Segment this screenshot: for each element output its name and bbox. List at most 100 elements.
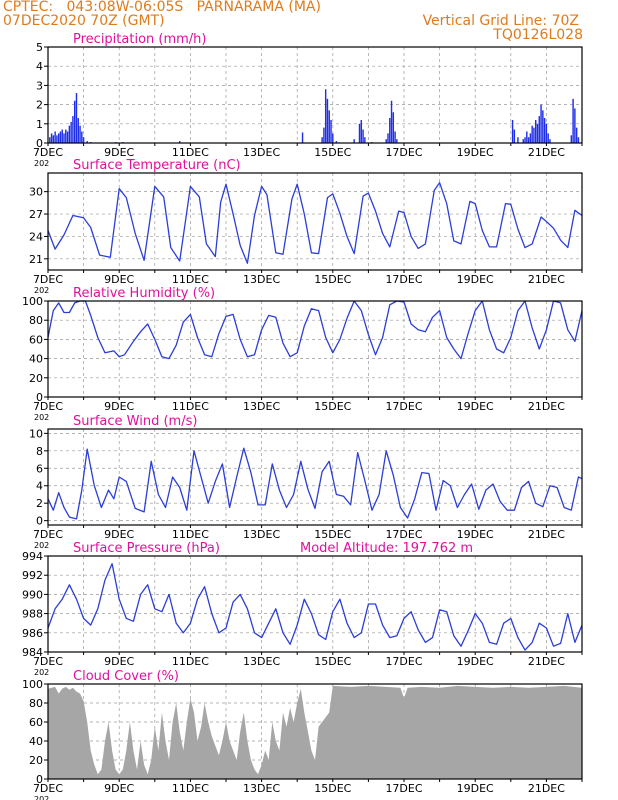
panel-3-ytick-label: 0 — [36, 391, 43, 404]
panel-5-frame — [47, 555, 583, 653]
panel-1-bar — [538, 116, 540, 143]
panel-3-ytick-label: 100 — [22, 295, 43, 308]
panel-5-series-line — [47, 563, 583, 651]
panel-6-xtick-label: 7DEC — [33, 782, 63, 795]
header-model-id: TQ0126L028 — [493, 27, 583, 43]
panel-1-bar — [358, 123, 361, 143]
header-title-line1: CPTEC: 043:08W-06:05S PARNARAMA (MA) — [3, 0, 321, 15]
panel-1-bar — [547, 133, 549, 143]
panel-3-xtick-label: 13DEC — [243, 400, 280, 413]
panel-1-bar — [328, 110, 330, 143]
panel-6-ytick-label: 40 — [29, 735, 43, 748]
panel-5-xtick-label: 21DEC — [528, 655, 565, 668]
panel-1-bar — [387, 133, 389, 143]
panel-4-ytick-label: 0 — [36, 515, 43, 528]
panel-1-title: Precipitation (mm/h) — [73, 32, 206, 47]
panel-6-ytick-label: 20 — [29, 754, 43, 767]
panel-1-bar — [531, 125, 533, 143]
panel-3-ytick-label: 80 — [29, 314, 43, 327]
panel-5-ytick-label: 990 — [22, 588, 43, 601]
panel-1-xtick-label: 17DEC — [385, 146, 422, 159]
panel-6-xtick-label: 21DEC — [528, 782, 565, 795]
panel-1-bar — [570, 135, 573, 143]
panel-1-bar — [70, 121, 72, 143]
panel-1-bar — [362, 129, 364, 143]
panel-1-bar — [73, 100, 76, 143]
panel-5-title: Surface Pressure (hPa) — [73, 541, 220, 556]
panel-2-xtick-label: 15DEC — [314, 273, 351, 286]
panel-1-bar — [66, 131, 69, 143]
panel-2-title: Surface Temperature (nC) — [73, 158, 241, 173]
panel-3-xtick-label: 19DEC — [457, 400, 494, 413]
panel-1-bar — [301, 132, 304, 143]
panel-4-xtick-label: 21DEC — [528, 528, 565, 541]
panel-1-bar — [326, 98, 329, 143]
panel-1-bar — [574, 108, 576, 143]
panel-6-xtick-label: 17DEC — [385, 782, 422, 795]
panel-1-bar — [353, 139, 355, 143]
panel-1-bar — [389, 118, 391, 143]
panel-4-ytick-label: 8 — [36, 445, 43, 458]
panel-1-bar — [332, 133, 334, 143]
panel-1-bar — [572, 98, 574, 143]
panel-1-bar — [77, 118, 79, 143]
panel-2-frame — [47, 172, 583, 271]
panel-1-bar — [86, 141, 88, 143]
panel-1-bar — [79, 125, 81, 143]
panel-1-bar — [545, 123, 548, 143]
panel-1-xtick-label: 19DEC — [457, 146, 494, 159]
panel-4-title: Surface Wind (m/s) — [73, 414, 197, 429]
panel-1-bar — [68, 125, 71, 143]
panel-1-xtick-label: 15DEC — [314, 146, 351, 159]
panel-4-year-label: 202 — [34, 541, 49, 550]
panel-1-bar — [323, 127, 325, 143]
panel-3-xtick-label: 7DEC — [33, 400, 63, 413]
panel-1-bar — [54, 131, 56, 143]
panel-4-xtick-label: 11DEC — [172, 528, 209, 541]
panel-3-xtick-label: 11DEC — [172, 400, 209, 413]
panel-2-ytick-label: 27 — [29, 208, 43, 221]
panel-5-xtick-label: 15DEC — [314, 655, 351, 668]
panel-1-bar — [549, 139, 551, 143]
panel-2-ytick-label: 24 — [29, 230, 43, 243]
panel-1-ytick-label: 0 — [36, 137, 43, 150]
panel-1-bar — [57, 133, 60, 143]
panel-1-bar — [59, 131, 62, 143]
panel-6-ytick-label: 80 — [29, 697, 43, 710]
panel-5-xtick-label: 7DEC — [33, 655, 63, 668]
panel-5-xtick-label: 11DEC — [172, 655, 209, 668]
panel-5-ytick-label: 984 — [22, 646, 43, 659]
panel-1-xtick-label: 7DEC — [33, 146, 63, 159]
panel-4-xtick-label: 17DEC — [385, 528, 422, 541]
panel-6-xtick-label: 19DEC — [457, 782, 494, 795]
panel-2-xtick-label: 7DEC — [33, 273, 63, 286]
panel-3-series-line — [47, 300, 583, 360]
panel-1-bar — [360, 119, 362, 143]
panel-1-bar — [533, 127, 535, 143]
header-date-line: 07DEC2020 70Z (GMT) — [3, 13, 165, 29]
panel-1-ytick-label: 1 — [36, 118, 43, 131]
panel-6-ytick-label: 100 — [22, 678, 43, 691]
panel-1-bar — [536, 123, 539, 143]
panel-1-bar — [52, 135, 55, 143]
panel-4-xtick-label: 15DEC — [314, 528, 351, 541]
panel-1-bar — [50, 133, 53, 143]
panel-4-ytick-label: 10 — [29, 427, 43, 440]
panel-1-bar — [330, 119, 332, 143]
panel-1-bar — [364, 137, 366, 143]
panel-1-frame — [47, 46, 583, 144]
panel-1-xtick-label: 13DEC — [243, 146, 280, 159]
panel-4-ytick-label: 2 — [36, 497, 43, 510]
panel-6-year-label: 202 — [34, 795, 49, 800]
panel-2-year-label: 202 — [34, 286, 49, 295]
panel-2-ytick-label: 30 — [29, 186, 43, 199]
panel-6-title: Cloud Cover (%) — [73, 669, 179, 684]
panel-5-xtick-label: 9DEC — [104, 655, 134, 668]
panel-2-xtick-label: 9DEC — [104, 273, 134, 286]
panel-4-frame — [47, 428, 583, 526]
panel-1-bar — [82, 137, 85, 143]
panel-1-bar — [535, 119, 537, 143]
panel-3-frame — [47, 300, 583, 398]
panel-1-xtick-label: 21DEC — [528, 146, 565, 159]
panel-1-bar — [63, 133, 65, 143]
